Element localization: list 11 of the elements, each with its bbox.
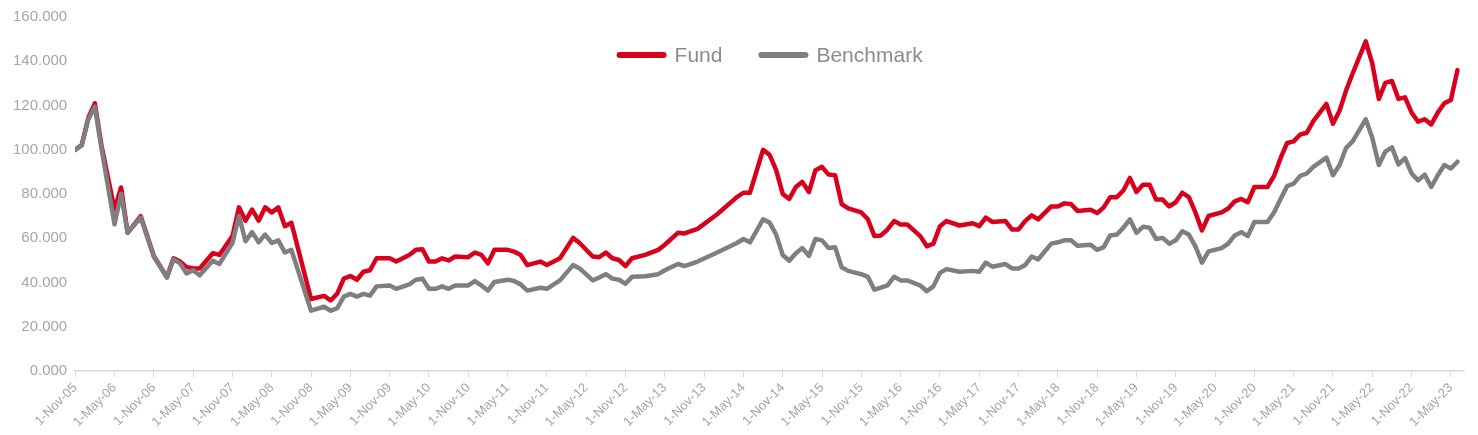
y-tick-label: 60.000	[21, 228, 68, 246]
y-tick-label: 100.000	[12, 139, 68, 157]
y-tick-label: 20.000	[21, 317, 68, 335]
y-tick-label: 140.000	[12, 51, 68, 69]
y-tick-label: 120.000	[12, 95, 68, 113]
y-tick-label: 40.000	[21, 272, 68, 290]
y-tick-label: 160.000	[12, 7, 68, 25]
legend-label: Benchmark	[816, 42, 924, 66]
legend-label: Fund	[674, 42, 723, 66]
y-tick-label: 0.000	[29, 361, 68, 379]
y-tick-label: 80.000	[21, 184, 68, 202]
